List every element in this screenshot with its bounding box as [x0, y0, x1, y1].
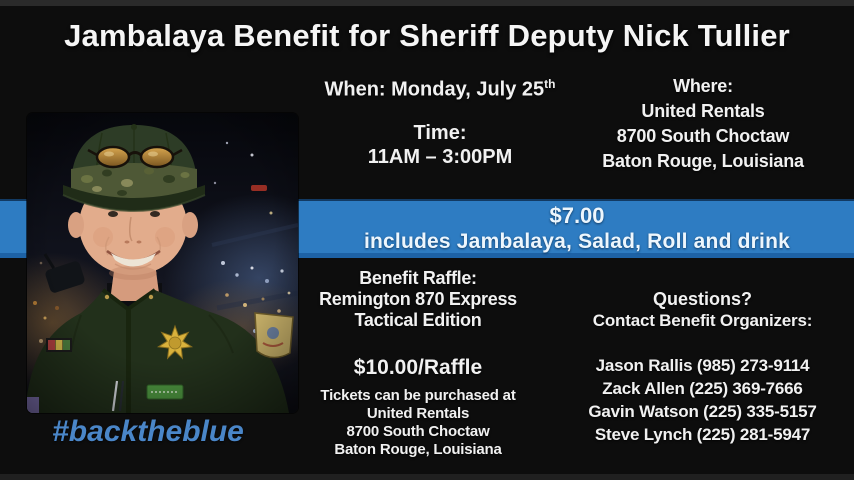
- price-banner-text: $7.00 includes Jambalaya, Salad, Roll an…: [300, 201, 854, 255]
- questions-subheading: Contact Benefit Organizers:: [592, 311, 813, 330]
- where-line: Baton Rouge, Louisiana: [602, 151, 804, 171]
- when-ordinal: th: [544, 77, 556, 91]
- where-line: United Rentals: [641, 101, 765, 121]
- top-edge-highlight: [0, 0, 854, 6]
- raffle-purchase-line: United Rentals: [366, 405, 470, 422]
- where-heading: Where:: [673, 76, 733, 96]
- raffle-section: Benefit Raffle: Remington 870 Express Ta…: [303, 268, 533, 459]
- questions-section: Questions? Contact Benefit Organizers: J…: [585, 288, 820, 446]
- raffle-purchase-line: Baton Rouge, Louisiana: [334, 441, 502, 458]
- price-includes: includes Jambalaya, Salad, Roll and drin…: [363, 230, 790, 253]
- deputy-photo: [27, 113, 298, 413]
- bottom-edge-highlight: [0, 474, 854, 480]
- raffle-purchase-line: Tickets can be purchased at: [320, 387, 516, 404]
- when-heading: When: Monday, July 25th: [300, 77, 580, 102]
- raffle-heading: Benefit Raffle:: [359, 268, 477, 288]
- backtheblue-hashtag: #backtheblue: [52, 415, 244, 448]
- deputy-photo-illustration: [27, 113, 298, 413]
- raffle-prize-line: Remington 870 Express: [319, 289, 517, 309]
- where-line: 8700 South Choctaw: [616, 126, 790, 146]
- contact-line: Jason Rallis (985) 273-9114: [595, 356, 810, 375]
- when-text: When: Monday, July 25: [324, 78, 545, 101]
- contact-line: Zack Allen (225) 369-7666: [602, 379, 803, 398]
- questions-heading: Questions?: [652, 289, 752, 309]
- page-title: Jambalaya Benefit for Sheriff Deputy Nic…: [64, 18, 790, 53]
- time-value: 11AM – 3:00PM: [367, 145, 513, 168]
- contact-line: Steve Lynch (225) 281-5947: [594, 425, 811, 444]
- contact-list: Jason Rallis (985) 273-9114 Zack Allen (…: [585, 354, 820, 446]
- raffle-prize-line: Tactical Edition: [354, 310, 482, 330]
- when-section: When: Monday, July 25th Time: 11AM – 3:0…: [300, 77, 580, 169]
- raffle-purchase-info: Tickets can be purchased at United Renta…: [303, 387, 533, 459]
- time-label: Time:: [413, 121, 467, 144]
- contact-line: Gavin Watson (225) 335-5157: [588, 402, 817, 421]
- price-amount: $7.00: [549, 203, 605, 228]
- raffle-purchase-line: 8700 South Choctaw: [346, 423, 490, 440]
- where-section: Where: United Rentals 8700 South Choctaw…: [588, 74, 818, 174]
- raffle-ticket-price: $10.00/Raffle: [353, 356, 483, 379]
